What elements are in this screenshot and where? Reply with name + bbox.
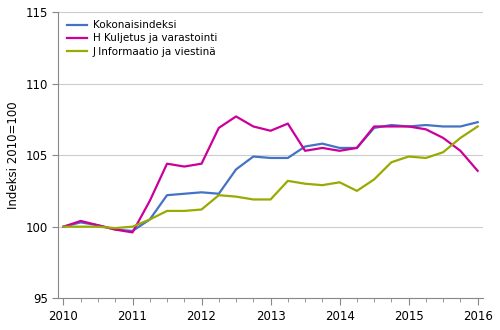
Y-axis label: Indeksi 2010=100: Indeksi 2010=100 bbox=[7, 101, 20, 209]
Legend: Kokonaisindeksi, H Kuljetus ja varastointi, J Informaatio ja viestinä: Kokonaisindeksi, H Kuljetus ja varastoin… bbox=[64, 17, 220, 60]
